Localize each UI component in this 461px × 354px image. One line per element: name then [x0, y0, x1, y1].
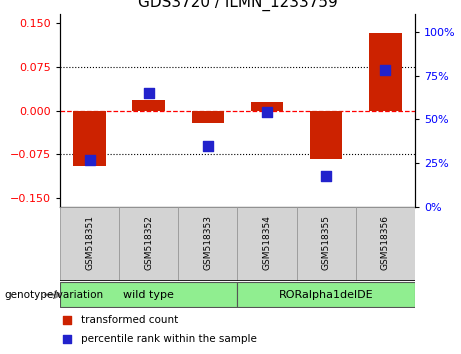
Bar — [192, 110, 224, 124]
Text: GSM518355: GSM518355 — [322, 215, 331, 270]
Bar — [237, 207, 296, 281]
Point — [145, 90, 152, 96]
Bar — [237, 282, 415, 307]
Text: GSM518353: GSM518353 — [203, 215, 213, 270]
Text: RORalpha1delDE: RORalpha1delDE — [279, 290, 373, 300]
Bar — [60, 207, 119, 281]
Text: GSM518351: GSM518351 — [85, 215, 94, 270]
Text: GSM518352: GSM518352 — [144, 215, 153, 270]
Bar — [178, 207, 237, 281]
Bar — [369, 34, 402, 110]
Bar — [296, 207, 356, 281]
Bar — [356, 207, 415, 281]
Point — [204, 143, 212, 149]
Text: percentile rank within the sample: percentile rank within the sample — [81, 333, 257, 344]
Bar — [119, 207, 178, 281]
Point — [263, 109, 271, 115]
Bar — [251, 102, 283, 110]
Bar — [73, 110, 106, 166]
Point — [382, 68, 389, 73]
Text: GSM518354: GSM518354 — [262, 215, 272, 270]
Text: transformed count: transformed count — [81, 315, 178, 325]
Text: wild type: wild type — [123, 290, 174, 300]
Point — [63, 336, 71, 341]
Bar — [310, 110, 343, 159]
Point — [63, 317, 71, 323]
Title: GDS3720 / ILMN_1233759: GDS3720 / ILMN_1233759 — [137, 0, 337, 11]
Point — [86, 157, 93, 162]
Text: genotype/variation: genotype/variation — [5, 290, 104, 300]
Point — [322, 173, 330, 178]
Text: GSM518356: GSM518356 — [381, 215, 390, 270]
Bar — [132, 100, 165, 110]
Bar — [60, 282, 237, 307]
